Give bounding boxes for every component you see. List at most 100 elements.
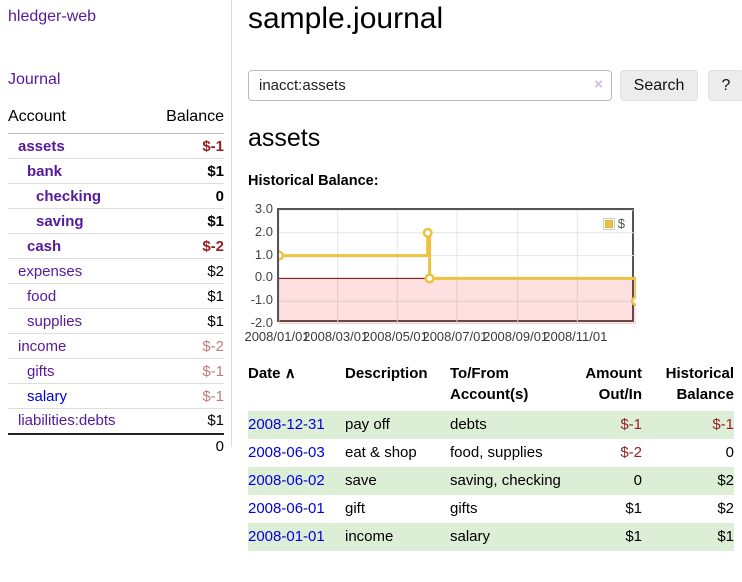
page-title: sample.journal	[248, 2, 444, 35]
x-axis-tick-label: 2008/09/01	[483, 329, 549, 344]
transaction-balance: $2	[717, 472, 734, 489]
x-axis-tick-label: 2008/01/01	[244, 329, 310, 344]
accounts-table: Account Balance assets $-1 bank $1 checking 0…	[8, 102, 224, 458]
transaction-balance: $2	[717, 500, 734, 517]
account-link-supplies[interactable]: supplies	[27, 312, 83, 330]
account-link-assets[interactable]: assets	[18, 137, 65, 155]
search-bar: × Search ?	[248, 70, 742, 101]
transaction-date-link[interactable]: 2008-01-01	[248, 528, 325, 545]
register-header-balance: Historical Balance	[665, 365, 734, 403]
account-balance: $1	[207, 287, 224, 305]
register-header-accounts: To/From Account(s)	[450, 365, 529, 403]
account-balance: $-2	[202, 237, 224, 255]
transaction-balance: 0	[725, 444, 734, 461]
chart-legend: $	[602, 216, 625, 231]
transaction-amount: $1	[625, 500, 642, 517]
chart-svg	[279, 210, 636, 324]
search-input[interactable]	[248, 70, 612, 101]
account-link-cash[interactable]: cash	[27, 237, 62, 255]
account-balance: $1	[207, 212, 224, 230]
account-balance: $1	[207, 312, 224, 330]
transaction-amount: $-1	[620, 416, 642, 433]
x-axis-tick-label: 2008/05/01	[362, 329, 428, 344]
legend-swatch-icon	[602, 217, 615, 230]
x-axis-tick-label: 2008/11/01	[543, 329, 608, 344]
register-body: 2008-12-31 pay off debts $-1 $-1 2008-06-03 ea…	[248, 411, 734, 551]
account-link-saving[interactable]: saving	[36, 212, 84, 230]
account-balance: $-2	[202, 337, 224, 355]
account-link-bank[interactable]: bank	[27, 162, 63, 180]
account-balance: $-1	[202, 387, 224, 405]
y-axis-tick-label: 1.0	[254, 246, 273, 262]
register-row: 2008-06-01 gift gifts $1 $2	[248, 495, 734, 523]
transaction-balance: $-1	[712, 416, 734, 433]
legend-label: $	[617, 216, 625, 231]
search-button[interactable]: Search	[620, 70, 698, 101]
register-row: 2008-06-03 eat & shop food, supplies $-2 0	[248, 439, 734, 467]
account-link-liabilities-debts[interactable]: liabilities:debts	[18, 412, 116, 430]
account-row: cash $-2	[8, 233, 224, 259]
register-header-date[interactable]: Date ∧	[248, 365, 296, 382]
account-link-salary[interactable]: salary	[27, 387, 68, 405]
account-row: assets $-1	[8, 134, 224, 159]
accounts-body: assets $-1 bank $1 checking 0 saving $1 cash $-2 e…	[8, 134, 224, 458]
transaction-date-link[interactable]: 2008-06-03	[248, 444, 325, 461]
x-axis-tick-label: 2008/03/01	[303, 329, 369, 344]
transaction-date-link[interactable]: 2008-06-01	[248, 500, 325, 517]
account-row: expenses $2	[8, 258, 224, 284]
transaction-accounts: debts	[450, 416, 487, 433]
sidebar-item-journal[interactable]: Journal	[8, 71, 61, 88]
transaction-accounts: salary	[450, 528, 491, 545]
transaction-amount: $1	[625, 528, 642, 545]
register-row: 2008-12-31 pay off debts $-1 $-1	[248, 411, 734, 439]
transaction-accounts: gifts	[450, 500, 478, 517]
y-axis-tick-label: 2.0	[254, 223, 273, 239]
account-row: salary $-1	[8, 383, 224, 409]
transaction-date-link[interactable]: 2008-12-31	[248, 416, 325, 433]
account-link-expenses[interactable]: expenses	[18, 262, 83, 280]
x-axis-tick-label: 2008/07/01	[422, 329, 488, 344]
account-balance: $-1	[202, 362, 224, 380]
accounts-total-row: 0	[8, 433, 224, 458]
chart-x-axis: 2008/01/01 2008/03/01 2008/05/01 2008/07/01…	[244, 329, 638, 345]
transaction-amount: 0	[633, 472, 642, 489]
account-balance: 0	[215, 187, 224, 205]
historical-balance-label: Historical Balance:	[248, 173, 379, 189]
account-link-checking[interactable]: checking	[36, 187, 102, 205]
transaction-description: income	[345, 528, 394, 545]
transaction-date-link[interactable]: 2008-06-02	[248, 472, 325, 489]
account-heading: assets	[248, 124, 321, 152]
account-row: food $1	[8, 283, 224, 309]
account-row: income $-2	[8, 333, 224, 359]
transaction-description: save	[345, 472, 377, 489]
transaction-balance: $1	[717, 528, 734, 545]
balance-chart: 3.0 2.0 1.0 0.0 -1.0 -2.0 $ 2008/01/01 2008/03…	[244, 201, 688, 348]
accounts-header-account: Account	[8, 102, 149, 134]
account-balance: $1	[207, 162, 224, 180]
sort-ascending-icon: ∧	[284, 365, 296, 382]
account-link-income[interactable]: income	[18, 337, 67, 355]
y-axis-tick-label: 3.0	[254, 201, 273, 216]
y-axis-tick-label: -2.0	[250, 315, 273, 330]
register-table: Date ∧ Description To/From Account(s) Am…	[248, 363, 734, 551]
transaction-accounts: saving, checking	[450, 472, 561, 489]
account-link-gifts[interactable]: gifts	[27, 362, 55, 380]
account-balance: $1	[207, 412, 224, 430]
account-row: gifts $-1	[8, 358, 224, 384]
transaction-description: gift	[345, 500, 366, 517]
register-row: 2008-01-01 income salary $1 $1	[248, 523, 734, 551]
help-button[interactable]: ?	[708, 70, 742, 101]
account-row: saving $1	[8, 208, 224, 234]
main-content: sample.journal × Search ? assets Histori…	[244, 0, 742, 582]
sidebar: hledger-web Journal Account Balance asse…	[0, 0, 232, 455]
app-title-link[interactable]: hledger-web	[8, 8, 97, 25]
clear-search-icon[interactable]: ×	[594, 76, 603, 93]
chart-plot-area: $	[277, 208, 636, 324]
y-axis-tick-label: -1.0	[250, 292, 273, 308]
accounts-total-value: 0	[215, 437, 224, 455]
account-balance: $2	[207, 262, 224, 280]
account-link-food[interactable]: food	[27, 287, 57, 305]
transaction-description: eat & shop	[345, 444, 417, 461]
account-row: liabilities:debts $1	[8, 408, 224, 434]
